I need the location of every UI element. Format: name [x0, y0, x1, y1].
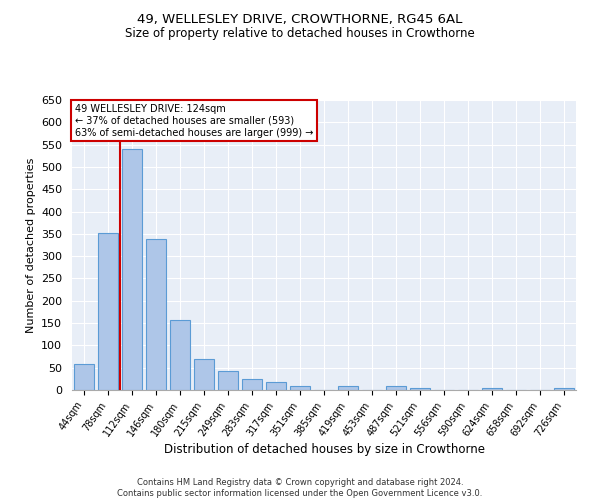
Bar [74, 364, 94, 390]
Bar [290, 386, 310, 390]
Bar [218, 372, 238, 390]
Text: 49, WELLESLEY DRIVE, CROWTHORNE, RG45 6AL: 49, WELLESLEY DRIVE, CROWTHORNE, RG45 6A… [137, 12, 463, 26]
Bar [146, 239, 166, 390]
Text: Distribution of detached houses by size in Crowthorne: Distribution of detached houses by size … [163, 442, 485, 456]
Bar [482, 388, 502, 390]
Text: 49 WELLESLEY DRIVE: 124sqm
← 37% of detached houses are smaller (593)
63% of sem: 49 WELLESLEY DRIVE: 124sqm ← 37% of deta… [74, 104, 313, 138]
Bar [266, 382, 286, 390]
Bar [554, 388, 574, 390]
Bar [170, 320, 190, 390]
Bar [338, 386, 358, 390]
Bar [242, 379, 262, 390]
Y-axis label: Number of detached properties: Number of detached properties [26, 158, 35, 332]
Text: Size of property relative to detached houses in Crowthorne: Size of property relative to detached ho… [125, 28, 475, 40]
Bar [194, 359, 214, 390]
Bar [122, 149, 142, 390]
Text: Contains HM Land Registry data © Crown copyright and database right 2024.
Contai: Contains HM Land Registry data © Crown c… [118, 478, 482, 498]
Bar [410, 388, 430, 390]
Bar [386, 386, 406, 390]
Bar [98, 232, 118, 390]
